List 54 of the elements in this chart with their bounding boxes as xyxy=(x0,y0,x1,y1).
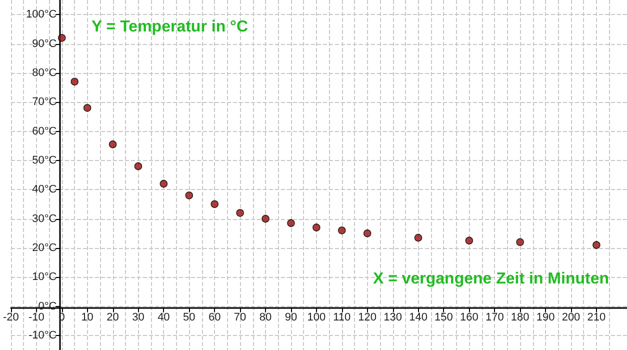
x-tick-label: 60 xyxy=(208,312,221,324)
point xyxy=(236,209,244,217)
x-tick-label: 70 xyxy=(234,312,246,324)
point xyxy=(465,236,474,245)
x-tick-label: 160 xyxy=(460,312,478,324)
point xyxy=(58,34,66,42)
x-tick-label: 210 xyxy=(587,312,606,324)
y-axis-title: Y = Temperatur in °C xyxy=(91,18,248,36)
x-tick-label: 10 xyxy=(81,312,94,324)
x-tick-label: 40 xyxy=(158,312,170,324)
y-tick-label: 10°C xyxy=(32,271,57,284)
x-tick-label: 140 xyxy=(409,312,428,324)
y-tick-label: -10°C xyxy=(28,329,57,342)
point xyxy=(262,214,270,223)
x-tick-label: 190 xyxy=(536,312,555,324)
y-tick-label: 60°C xyxy=(32,125,57,138)
point xyxy=(414,234,422,242)
x-tick-label: 200 xyxy=(562,312,580,324)
point xyxy=(338,226,346,234)
point xyxy=(210,200,218,208)
y-tick-label: 80°C xyxy=(32,66,57,79)
point xyxy=(516,238,524,246)
y-tick-label: 90°C xyxy=(32,38,57,50)
y-tick-label: 70°C xyxy=(32,96,57,108)
x-tick-label: 120 xyxy=(358,312,377,324)
x-tick-label: 90 xyxy=(284,312,298,324)
x-tick-label: 80 xyxy=(259,312,272,324)
y-tick-label: 100°C xyxy=(26,8,57,21)
point xyxy=(363,229,372,238)
point xyxy=(160,180,168,188)
x-tick-label: -10 xyxy=(28,312,44,324)
point xyxy=(185,192,194,200)
x-tick-label: 130 xyxy=(384,312,402,324)
y-tick-label: 20°C xyxy=(32,242,57,254)
x-tick-label: 110 xyxy=(333,312,351,324)
point xyxy=(287,219,295,228)
point xyxy=(108,140,117,148)
point xyxy=(134,162,142,170)
y-tick-label: 30°C xyxy=(32,212,57,225)
point xyxy=(312,224,320,232)
x-tick-label: 30 xyxy=(132,312,144,324)
x-tick-label: 170 xyxy=(485,312,504,324)
point xyxy=(592,241,600,249)
x-tick-label: 100 xyxy=(307,312,326,324)
point xyxy=(70,78,78,86)
x-tick-label: 20 xyxy=(106,312,119,324)
y-tick-label: 50°C xyxy=(32,154,57,166)
x-tick-label: 50 xyxy=(183,312,196,324)
y-tick-label: 40°C xyxy=(32,184,57,196)
x-tick-label: -20 xyxy=(2,312,19,324)
x-tick-label: 180 xyxy=(510,312,530,324)
x-axis-title: X = vergangene Zeit in Minuten xyxy=(372,270,609,288)
x-tick-label: 150 xyxy=(434,312,453,324)
point xyxy=(83,104,92,112)
